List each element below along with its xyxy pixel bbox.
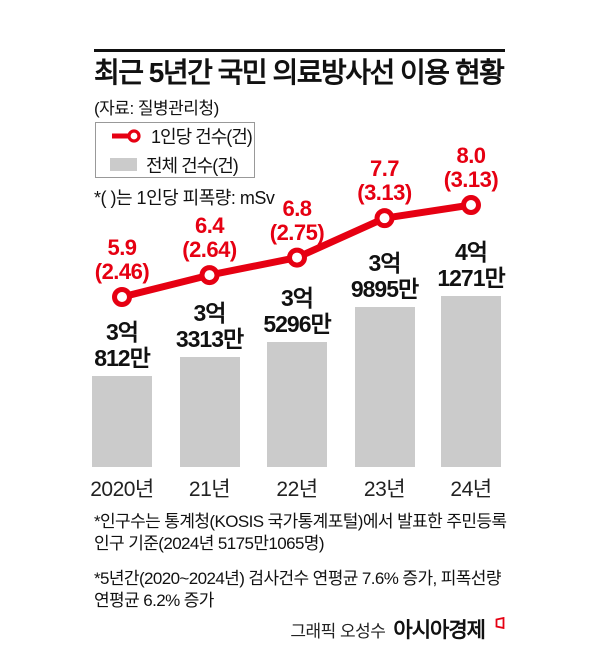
legend-line-label: 1인당 건수(건)	[151, 126, 253, 147]
footnote-growth: *5년간(2020~2024년) 검사건수 연평균 7.6% 증가, 피폭선량 …	[94, 569, 501, 610]
data-source: (자료: 질병관리청)	[94, 99, 219, 118]
line-value-22년: 6.8 (2.75)	[269, 195, 325, 245]
data-point-21년	[199, 265, 220, 286]
data-point-24년	[461, 195, 481, 216]
legend-row-bar: 전체 건수(건)	[110, 152, 254, 178]
bar-value-2020년: 3억 812만	[94, 319, 151, 371]
bar-2020년	[92, 376, 152, 467]
plot-area: 3억 812만 5.9 (2.46) 2020년 3억 3313만 6.4 (2.64) 21년 3…	[90, 144, 508, 501]
bar-22년	[267, 341, 327, 467]
brand-logo: 아시아경제	[393, 619, 486, 642]
bar-21년	[179, 356, 240, 467]
line-value-2020년: 5.9 (2.46)	[94, 235, 150, 284]
legend-bar-label: 전체 건수(건)	[146, 155, 239, 176]
line-series	[112, 195, 481, 307]
data-point-22년	[287, 247, 307, 268]
line-value-21년: 6.4 (2.64)	[182, 213, 237, 263]
credit-line: 그래픽 오성수 아시아경제	[290, 614, 505, 644]
credit-author: 그래픽 오성수	[290, 622, 386, 641]
data-point-23년	[374, 208, 395, 229]
top-rule	[94, 49, 505, 52]
x-label-22년: 22년	[276, 478, 318, 501]
page-title: 최근 5년간 국민 의료방사선 이용 현황	[94, 57, 505, 88]
bar-value-21년: 3억 3313만	[175, 299, 244, 352]
bar-value-24년: 4억 1271만	[437, 239, 505, 291]
bar-23년	[354, 306, 415, 467]
line-value-24년: 8.0 (3.13)	[443, 143, 499, 193]
brand-symbol-icon	[495, 617, 505, 629]
footnotes: *인구수는 통계청(KOSIS 국가통계포털)에서 발표한 주민등록인구 기준(…	[94, 511, 510, 625]
bar-value-22년: 3억 5296만	[263, 284, 331, 337]
legend-row-line: 1인당 건수(건)	[110, 123, 254, 149]
x-label-2020년: 2020년	[90, 478, 154, 501]
line-value-23년: 7.7 (3.13)	[357, 156, 412, 206]
x-label-24년: 24년	[450, 478, 492, 501]
dose-note: *( )는 1인당 피폭량: mSv	[94, 188, 275, 208]
line-series-swatch-icon	[112, 128, 141, 143]
data-point-2020년	[112, 287, 132, 307]
legend: 1인당 건수(건) 전체 건수(건)	[95, 122, 255, 178]
bar-value-23년: 3억 9895만	[350, 249, 419, 302]
x-label-21년: 21년	[188, 478, 231, 501]
x-label-23년: 23년	[363, 478, 406, 501]
bar-24년	[441, 296, 501, 467]
bar-series-swatch-icon	[110, 158, 137, 171]
footnote-population: *인구수는 통계청(KOSIS 국가통계포털)에서 발표한 주민등록인구 기준(…	[94, 512, 507, 553]
